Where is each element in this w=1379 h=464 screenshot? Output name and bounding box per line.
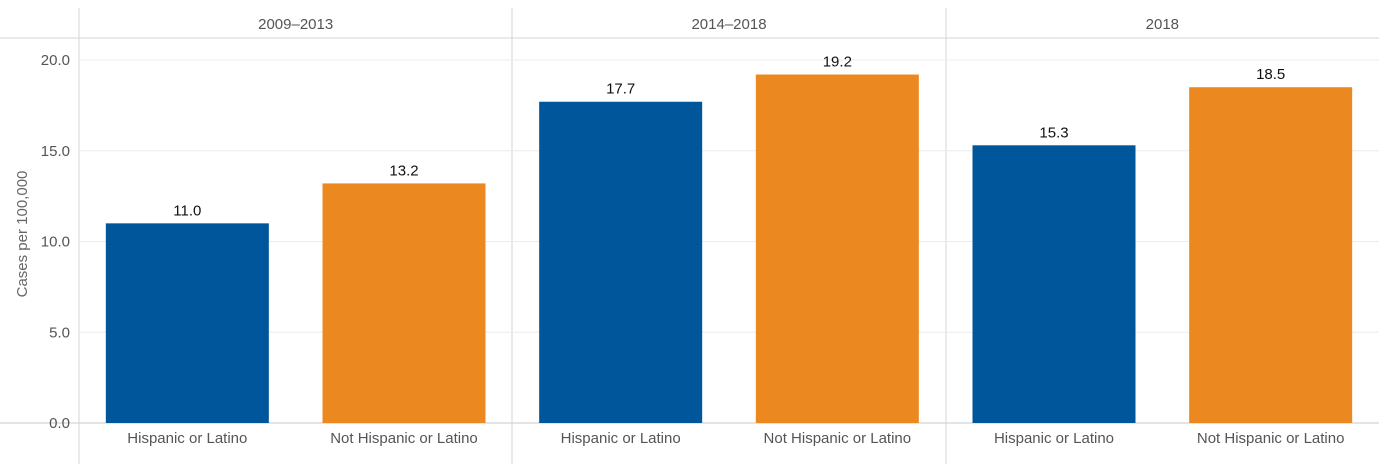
y-tick-label: 10.0 — [41, 234, 70, 251]
gridlines — [79, 59, 1379, 333]
bar — [972, 145, 1136, 423]
panel-title: 2009–2013 — [258, 16, 333, 33]
panel-title: 2018 — [1146, 16, 1179, 33]
y-tick-label: 20.0 — [41, 52, 70, 69]
category-label: Not Hispanic or Latino — [330, 430, 478, 447]
category-label: Hispanic or Latino — [561, 430, 681, 447]
panel-3: 2018 15.3 Hispanic or Latino 18.5 Not Hispan… — [972, 16, 1353, 447]
y-axis: Cases per 100,000 0.0 5.0 10.0 15.0 20.0 — [14, 52, 70, 432]
panel-title: 2014–2018 — [691, 16, 766, 33]
data-label: 17.7 — [606, 81, 635, 98]
bar — [755, 74, 919, 424]
bar — [105, 223, 269, 423]
data-label: 18.5 — [1256, 66, 1285, 83]
category-label: Hispanic or Latino — [994, 430, 1114, 447]
y-axis-label: Cases per 100,000 — [14, 171, 31, 298]
y-tick-label: 15.0 — [41, 143, 70, 160]
y-tick-label: 5.0 — [49, 324, 70, 341]
bar — [1189, 87, 1353, 423]
bar — [539, 101, 703, 424]
data-label: 15.3 — [1039, 124, 1068, 141]
data-label: 13.2 — [389, 162, 418, 179]
y-tick-label: 0.0 — [49, 415, 70, 432]
data-label: 11.0 — [173, 202, 201, 219]
category-label: Hispanic or Latino — [127, 430, 247, 447]
panel-2: 2014–2018 17.7 Hispanic or Latino 19.2 Not H… — [539, 16, 919, 447]
panels: 2009–2013 11.0 Hispanic or Latino 13.2 Not H… — [105, 16, 1353, 447]
category-label: Not Hispanic or Latino — [1197, 430, 1345, 447]
data-label: 19.2 — [823, 54, 852, 71]
category-label: Not Hispanic or Latino — [764, 430, 912, 447]
bar — [322, 183, 486, 423]
panel-1: 2009–2013 11.0 Hispanic or Latino 13.2 Not H… — [105, 16, 486, 447]
